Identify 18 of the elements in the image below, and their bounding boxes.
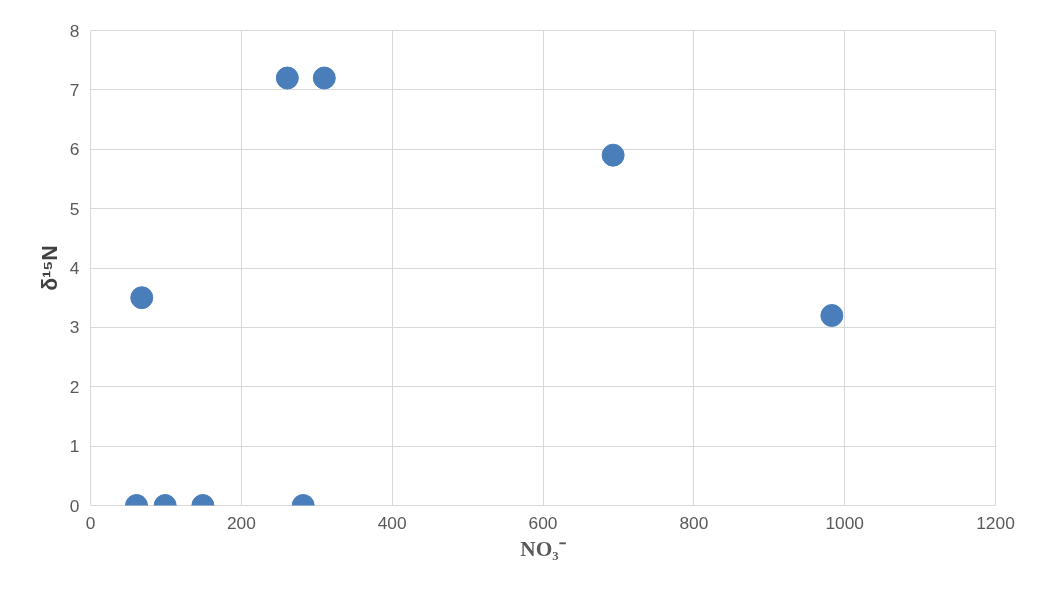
x-axis-title: NO₃⁻ xyxy=(520,536,566,561)
x-tick-label: 0 xyxy=(85,512,96,533)
x-tick-label: 400 xyxy=(377,512,407,533)
x-tick-label: 800 xyxy=(679,512,709,533)
y-tick-label: 1 xyxy=(69,436,80,457)
y-tick-label: 8 xyxy=(69,20,80,41)
y-axis-title: δ¹⁵N xyxy=(37,245,62,291)
x-tick-label: 600 xyxy=(528,512,558,533)
y-tick-label: 4 xyxy=(69,258,80,278)
x-tick-label: 1200 xyxy=(976,512,1015,533)
x-tick-label: 1000 xyxy=(825,512,864,533)
y-tick-label: 0 xyxy=(69,495,80,516)
x-tick-label: 200 xyxy=(226,512,256,533)
y-tick-label: 6 xyxy=(69,139,80,160)
y-tick-label: 7 xyxy=(69,79,80,100)
y-tick-label: 3 xyxy=(69,317,80,338)
y-tick-label: 2 xyxy=(69,376,80,397)
y-tick-label: 5 xyxy=(69,198,80,219)
